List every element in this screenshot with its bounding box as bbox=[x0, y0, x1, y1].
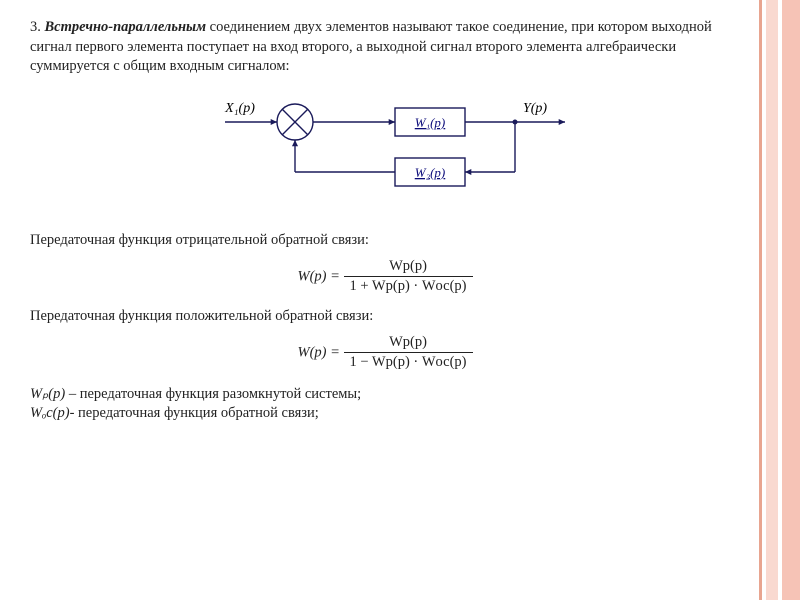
legend-woc-symbol: Wₒc(p) bbox=[30, 405, 70, 421]
svg-text:Y(p): Y(p) bbox=[523, 101, 547, 116]
svg-text:W₁(p): W₁(p) bbox=[415, 115, 446, 130]
svg-text:X₁(p): X₁(p) bbox=[224, 101, 255, 116]
legend-woc: Wₒc(p)- передаточная функция обратной св… bbox=[30, 404, 740, 424]
formula-lhs-2: W(p) = bbox=[297, 344, 339, 360]
numerator-positive: Wр(p) bbox=[344, 333, 473, 354]
caption-positive: Передаточная функция положительной обрат… bbox=[30, 307, 740, 327]
formula-lhs: W(p) = bbox=[297, 268, 339, 284]
legend-wp-text: – передаточная функция разомкнутой систе… bbox=[65, 386, 361, 402]
svg-text:W₂(p): W₂(p) bbox=[415, 165, 446, 180]
legend: Wₚ(p) – передаточная функция разомкнутой… bbox=[30, 385, 740, 424]
fraction-positive: Wр(p) 1 − Wр(p) · Wос(p) bbox=[344, 333, 473, 373]
definition-term: Встречно-параллельным bbox=[45, 19, 207, 35]
denominator-positive: 1 − Wр(p) · Wос(p) bbox=[344, 353, 473, 373]
legend-wp-symbol: Wₚ(p) bbox=[30, 386, 65, 402]
legend-woc-text: - передаточная функция обратной связи; bbox=[70, 405, 319, 421]
content-area: 3. Встречно-параллельным соединением дву… bbox=[0, 0, 800, 442]
definition-number: 3. bbox=[30, 19, 45, 35]
fraction-negative: Wр(p) 1 + Wр(p) · Wос(p) bbox=[344, 257, 473, 297]
formula-negative: W(p) = Wр(p) 1 + Wр(p) · Wос(p) bbox=[30, 257, 740, 297]
numerator-negative: Wр(p) bbox=[344, 257, 473, 278]
denominator-negative: 1 + Wр(p) · Wос(p) bbox=[344, 277, 473, 297]
slide: 3. Встречно-параллельным соединением дву… bbox=[0, 0, 800, 600]
feedback-diagram-svg: X₁(p) W₁(p) Y(p) W₂(p) bbox=[185, 87, 585, 207]
legend-wp: Wₚ(p) – передаточная функция разомкнутой… bbox=[30, 385, 740, 405]
caption-negative: Передаточная функция отрицательной обрат… bbox=[30, 231, 740, 251]
block-diagram: X₁(p) W₁(p) Y(p) W₂(p) bbox=[30, 87, 740, 214]
formula-positive: W(p) = Wр(p) 1 − Wр(p) · Wос(p) bbox=[30, 333, 740, 373]
definition-paragraph: 3. Встречно-параллельным соединением дву… bbox=[30, 18, 740, 77]
